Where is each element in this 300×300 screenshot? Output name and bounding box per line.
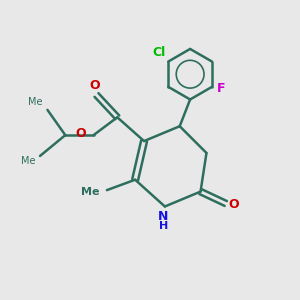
Text: H: H xyxy=(159,221,168,231)
Text: Me: Me xyxy=(21,156,36,166)
Text: O: O xyxy=(90,79,100,92)
Text: Me: Me xyxy=(28,97,43,107)
Text: O: O xyxy=(76,127,86,140)
Text: Me: Me xyxy=(81,187,100,196)
Text: Cl: Cl xyxy=(152,46,165,59)
Text: N: N xyxy=(158,210,169,224)
Text: F: F xyxy=(217,82,225,95)
Text: O: O xyxy=(229,199,239,212)
